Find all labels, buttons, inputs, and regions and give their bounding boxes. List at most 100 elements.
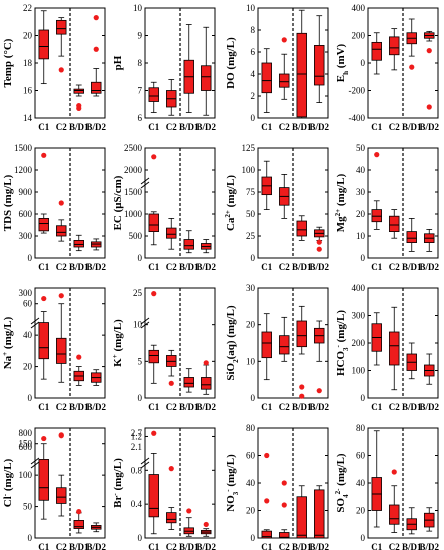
y-tick-label: 30 — [356, 187, 366, 197]
x-category-label: C1 — [38, 122, 49, 132]
y-tick-label: 100 — [19, 470, 33, 480]
x-category-label: C1 — [371, 262, 382, 272]
x-category-label: C1 — [261, 402, 272, 412]
box-iqr — [56, 225, 67, 237]
x-category-label: B/D2 — [86, 262, 106, 272]
y-tick-label: 10 — [133, 320, 143, 330]
y-tick-label: 20 — [356, 506, 366, 516]
y-axis-label-part: (mg/L) — [225, 175, 237, 210]
y-tick-label: 300 — [19, 288, 33, 298]
x-category-label: B/D1 — [69, 402, 89, 412]
x-category-label: B/D2 — [419, 402, 439, 412]
outlier-point — [426, 48, 432, 54]
y-axis-label-part: (mg/L) — [335, 310, 347, 345]
x-category-label: C2 — [166, 262, 177, 272]
outlier-point — [76, 354, 82, 360]
axis-break-mark — [140, 321, 150, 329]
y-tick-label: 20 — [246, 320, 256, 330]
y-axis-label-part: (mg/L) — [112, 458, 124, 493]
y-tick-label: 1500 — [14, 143, 33, 153]
y-tick-label: 60 — [246, 451, 256, 461]
x-category-label: B/D2 — [196, 402, 216, 412]
box-iqr — [201, 65, 212, 91]
axis-break-mark — [140, 461, 150, 469]
y-axis-label-part: - — [111, 493, 119, 496]
y-tick-label: 2.1 — [131, 442, 142, 452]
y-tick-label: -200 — [349, 86, 366, 96]
x-category-label: C1 — [38, 542, 49, 550]
boxplot-panel: 0 100 200 300 400 HCO3- (mg/L) C1 C2 B/D1B/D2 — [334, 283, 439, 412]
box-iqr — [73, 239, 84, 248]
y-axis-label-part: Mg — [335, 216, 347, 232]
box-iqr — [261, 331, 272, 359]
x-category-label: C1 — [371, 122, 382, 132]
box-iqr — [148, 87, 159, 102]
axis-break-mark — [140, 177, 150, 185]
outlier-point — [299, 384, 305, 390]
y-tick-label: 0 — [138, 393, 143, 403]
x-category-label: B/D1 — [402, 542, 422, 550]
y-tick-label: 150 — [19, 439, 33, 449]
box-iqr — [166, 512, 177, 524]
axis-break-mark — [30, 321, 40, 329]
x-category-label: C1 — [148, 122, 159, 132]
x-category-label: C2 — [56, 542, 67, 550]
boxplot-panel: 0 0.4 0.8 1.22.7 2.1 Br- (mg/L) C1 C2 B/D1B/D2 — [111, 427, 216, 550]
y-axis-label-part: 2 — [232, 359, 240, 363]
outlier-point — [316, 388, 322, 394]
box-iqr — [389, 215, 400, 232]
x-category-label: B/D2 — [196, 122, 216, 132]
x-category-label: C1 — [261, 262, 272, 272]
y-tick-label: 22 — [23, 3, 32, 13]
y-tick-label: 400 — [352, 3, 366, 13]
x-category-label: B/D2 — [196, 542, 216, 550]
outlier-point — [168, 466, 174, 472]
y-axis-label-part: E — [335, 75, 347, 82]
x-category-label: C2 — [389, 262, 400, 272]
y-axis-label: Temp (°C) — [2, 38, 14, 87]
y-tick-label: 0.8 — [131, 465, 143, 475]
box-iqr — [183, 377, 194, 388]
y-tick-label: 50 — [356, 143, 366, 153]
boxplot-panel: 0 500 1000 1500 2000 2500 EC (μS/cm) C1 C2 B/D1B/… — [112, 143, 216, 272]
box-iqr — [406, 231, 417, 244]
outlier-point — [264, 452, 270, 459]
box-iqr — [314, 45, 325, 86]
y-axis-label-part: h — [342, 71, 350, 75]
y-axis-label-part: K — [112, 358, 124, 367]
box-iqr — [296, 32, 307, 118]
outlier-point — [58, 200, 64, 206]
y-axis-label-part: 2+ — [224, 210, 232, 218]
y-tick-label: 100 — [352, 366, 366, 376]
outlier-point — [264, 498, 270, 504]
box-iqr — [148, 474, 159, 518]
boxplot-panel: 0 10 20 30 40 50 Mg2+ (mg/L) C1 C2 B/D1B/D2 — [334, 143, 439, 272]
y-tick-label: 0 — [251, 113, 256, 123]
x-category-label: B/D1 — [292, 262, 312, 272]
axis-break-mark — [30, 317, 40, 325]
y-tick-label: 40 — [246, 478, 256, 488]
y-axis-label-part: 4 — [342, 494, 350, 498]
box-iqr — [148, 349, 159, 364]
y-tick-label: 200 — [352, 338, 366, 348]
outlier-point — [151, 430, 157, 436]
x-category-label: B/D2 — [309, 122, 329, 132]
box-iqr — [389, 36, 400, 56]
x-category-label: C1 — [371, 402, 382, 412]
y-tick-label: 1000 — [124, 209, 143, 219]
y-tick-label: 0 — [251, 253, 256, 263]
y-tick-label: 20 — [246, 506, 256, 516]
box-iqr — [296, 496, 307, 539]
y-tick-label: 18 — [23, 58, 33, 68]
y-tick-label: 8 — [138, 58, 143, 68]
y-axis-label-part: (mg/L) — [335, 453, 347, 488]
y-tick-label: 125 — [242, 143, 256, 153]
x-category-label: B/D2 — [309, 262, 329, 272]
outlier-point — [391, 469, 397, 475]
y-tick-label: 500 — [129, 231, 143, 241]
box-iqr — [38, 217, 49, 232]
boxplot-panel: 6 7 8 9 10 pH C1 C2 B/D1B/D2 — [112, 3, 216, 132]
y-tick-label: 10 — [246, 3, 256, 13]
y-axis-label-part: - — [334, 344, 342, 347]
